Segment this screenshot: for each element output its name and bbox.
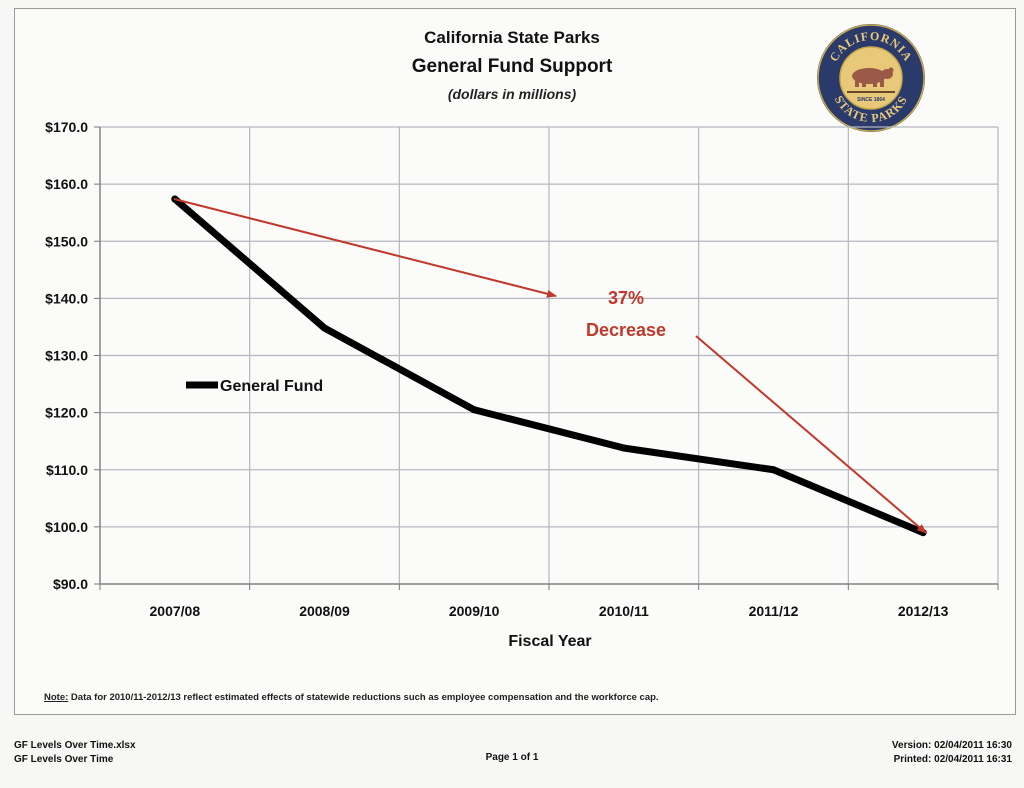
y-tick-label: $110.0	[46, 462, 88, 478]
california-state-parks-logo: CALIFORNIA STATE PARKS SINCE 1864	[817, 24, 925, 132]
x-tick-label: 2007/08	[150, 603, 201, 619]
y-tick-label: $160.0	[45, 176, 88, 192]
footer-printed: Printed: 02/04/2011 16:31	[893, 754, 1012, 765]
series-line-general-fund	[171, 195, 927, 537]
annotation-percent: 37%	[608, 288, 644, 308]
y-tick-label: $90.0	[53, 576, 88, 592]
decrease-arrow-2	[695, 335, 927, 534]
annotation-label: Decrease	[586, 320, 666, 340]
y-axis-ticks: $90.0 $100.0 $110.0 $120.0 $130.0 $140.0 $150.…	[45, 119, 100, 592]
x-axis-label: Fiscal Year	[508, 633, 591, 650]
x-tick-label: 2009/10	[449, 603, 500, 619]
chart-subtitle: General Fund Support	[411, 56, 613, 77]
x-tick-label: 2011/12	[749, 603, 799, 619]
footnote: Note: Data for 2010/11-2012/13 reflect e…	[44, 692, 659, 703]
footer-filename: GF Levels Over Time.xlsx	[14, 740, 136, 751]
data-point	[321, 324, 328, 332]
y-tick-label: $120.0	[45, 405, 88, 421]
x-tick-label: 2012/13	[898, 603, 949, 619]
data-point	[620, 444, 628, 452]
footer-version: Version: 02/04/2011 16:30	[891, 740, 1012, 751]
grid	[99, 126, 999, 585]
x-tick-label: 2010/11	[599, 603, 649, 619]
footer-sheetname: GF Levels Over Time	[14, 754, 114, 765]
chart-units: (dollars in millions)	[447, 86, 577, 102]
y-tick-label: $100.0	[45, 519, 88, 535]
data-point	[470, 406, 478, 414]
data-point	[770, 466, 777, 474]
x-tick-label: 2008/09	[299, 603, 350, 619]
footnote-text: Data for 2010/11-2012/13 reflect estimat…	[68, 692, 659, 703]
x-axis-ticks: 2007/08 2008/09 2009/10 2010/11 2011/12 2012/…	[99, 584, 999, 619]
y-tick-label: $150.0	[45, 233, 88, 249]
footer-page: Page 1 of 1	[485, 752, 539, 763]
logo-since: SINCE 1864	[857, 97, 885, 103]
y-tick-label: $140.0	[45, 290, 88, 306]
bear-icon	[852, 67, 894, 87]
footnote-label: Note:	[44, 692, 69, 703]
chart-title: California State Parks	[424, 28, 600, 47]
legend-label: General Fund	[220, 378, 323, 395]
y-tick-label: $130.0	[45, 348, 88, 364]
y-tick-label: $170.0	[45, 119, 88, 135]
decrease-arrow-1	[173, 198, 557, 298]
